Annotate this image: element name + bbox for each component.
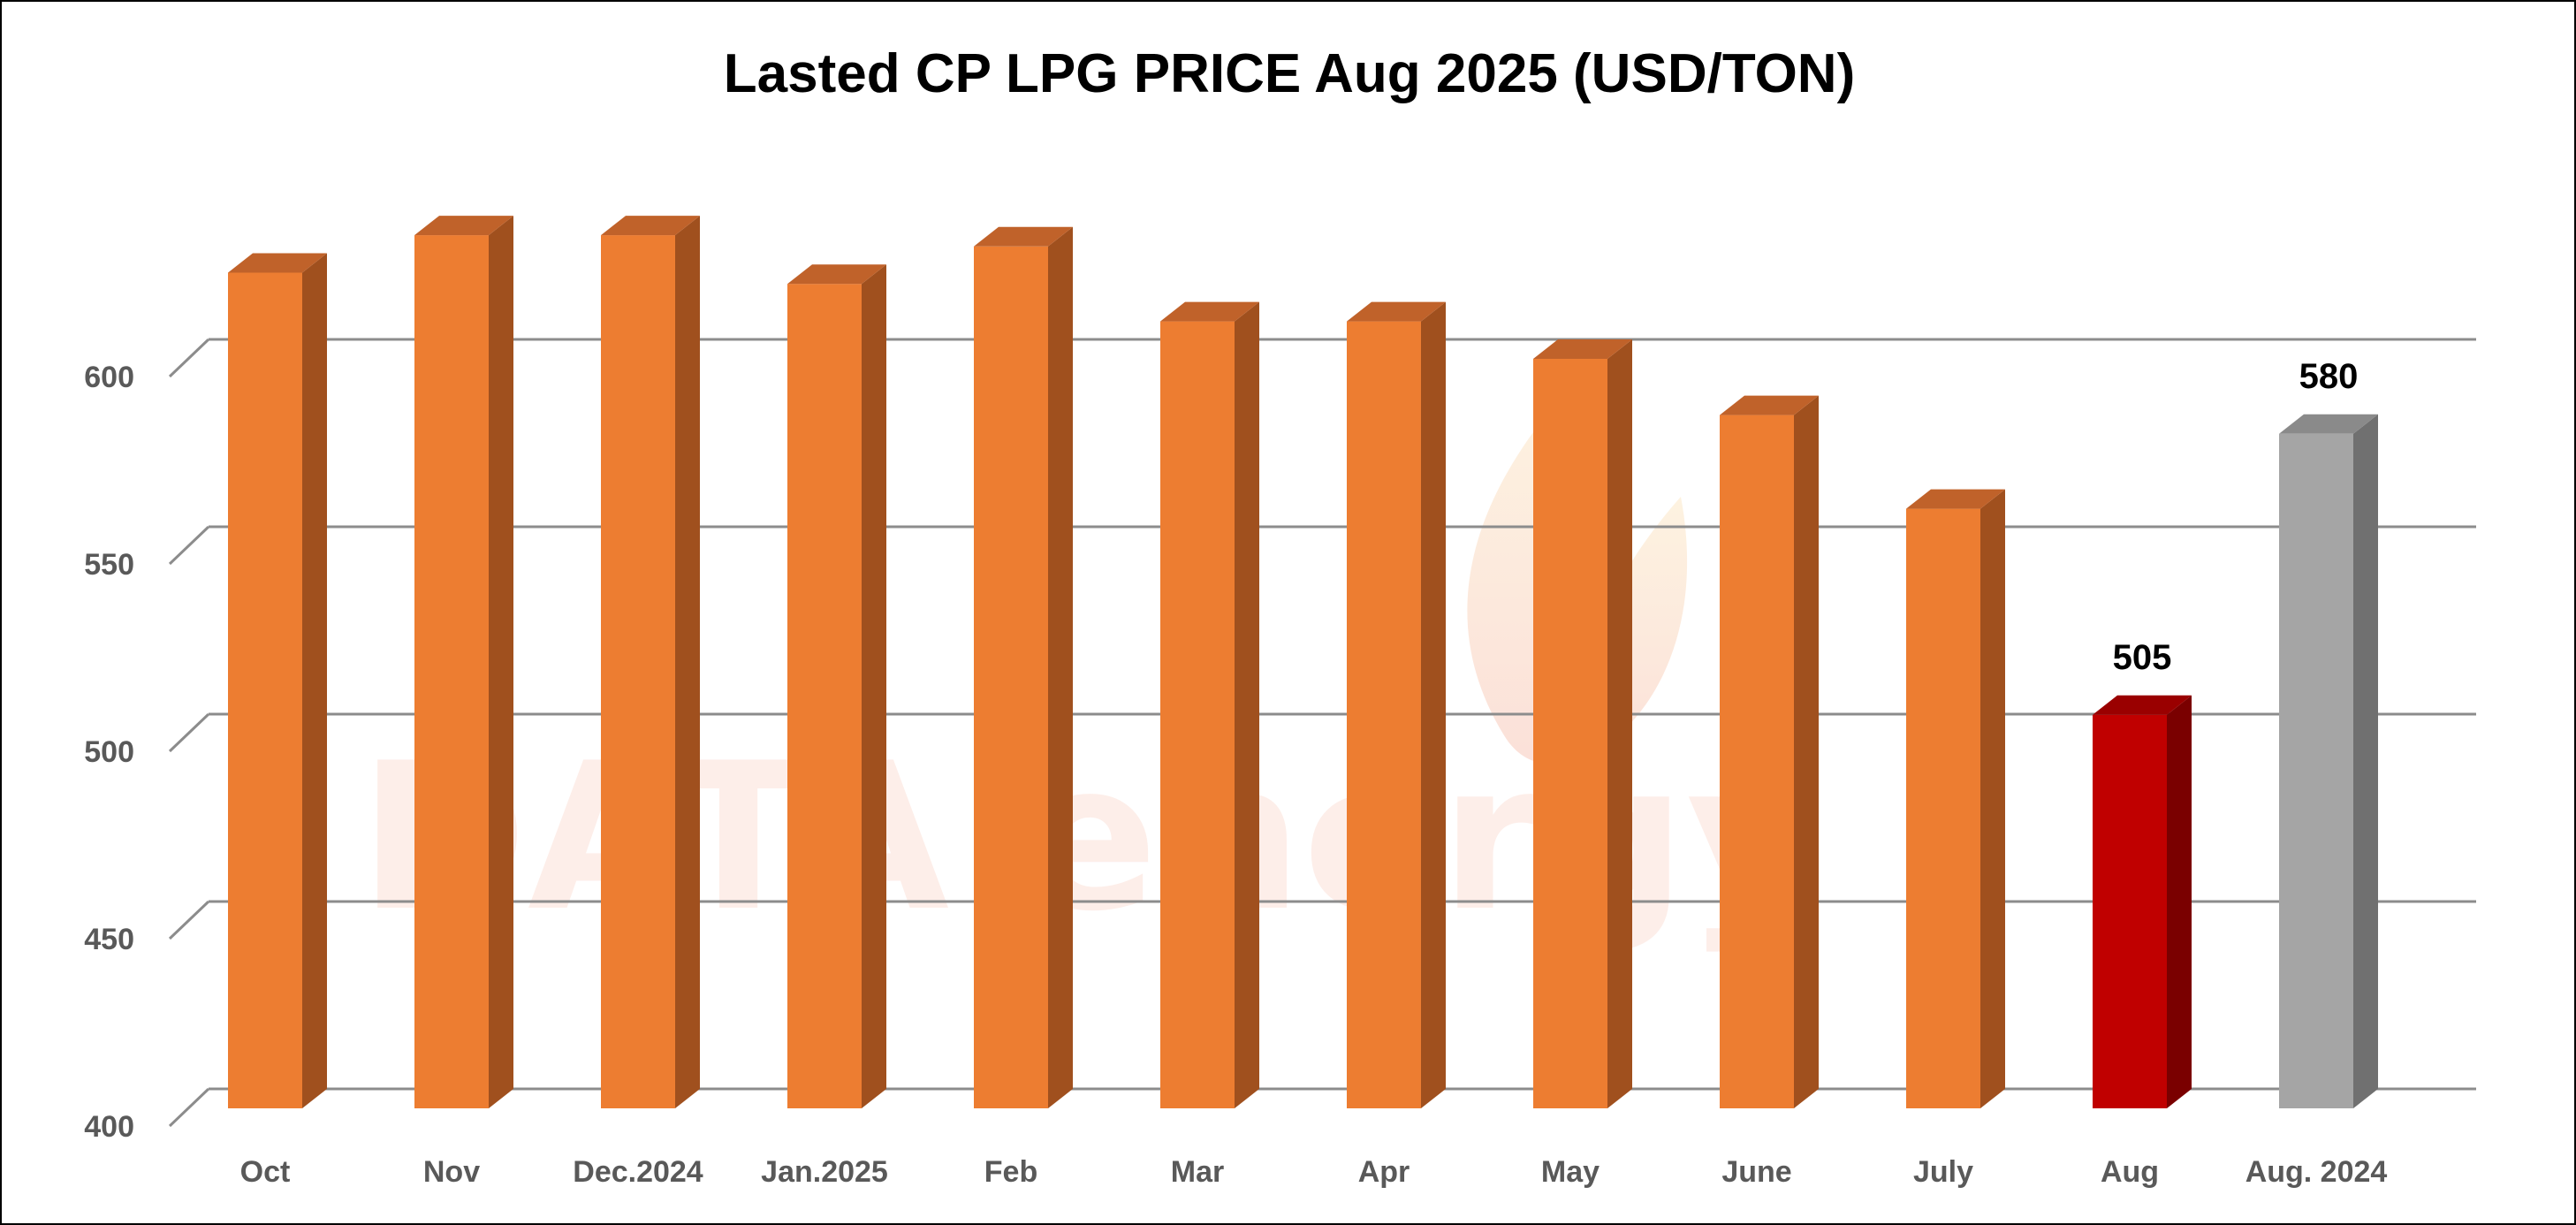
bar-side-face <box>302 253 327 1109</box>
x-tick-label: Aug. 2024 <box>2245 1155 2388 1189</box>
y-tick-label: 500 <box>84 735 134 769</box>
bars <box>228 216 2378 1109</box>
y-tick-label: 450 <box>84 923 134 956</box>
bar-top-face <box>1720 395 1819 415</box>
y-axis-ticks: 400 450 500 550 600 <box>84 361 134 1144</box>
bar-top-face <box>414 216 513 236</box>
x-tick-label: Nov <box>423 1155 480 1189</box>
bar-front-face <box>1720 415 1794 1109</box>
bar-top-face <box>974 226 1073 247</box>
gridline-diag-400 <box>168 1087 210 1128</box>
bar-Nov <box>414 216 513 1109</box>
bar-Aug. 2024 <box>2279 414 2378 1108</box>
chart-title: Lasted CP LPG PRICE Aug 2025 (USD/TON) <box>724 43 1855 104</box>
x-tick-label: Oct <box>240 1155 291 1189</box>
bar-top-face <box>1906 489 2005 509</box>
y-tick-label: 400 <box>84 1110 134 1144</box>
x-tick-label: Jan.2025 <box>761 1155 888 1189</box>
bar-Feb <box>974 226 1073 1108</box>
data-labels: 505 580 <box>2113 357 2359 677</box>
x-tick-label: Feb <box>984 1155 1037 1189</box>
bar-side-face <box>2353 414 2378 1108</box>
bar-front-face <box>1160 321 1235 1109</box>
bar-top-face <box>1347 301 1446 322</box>
bar-side-face <box>489 216 513 1108</box>
data-label: 580 <box>2299 357 2359 396</box>
x-tick-label: Dec.2024 <box>573 1155 703 1189</box>
bar-top-face <box>2093 695 2192 715</box>
bar-Dec.2024 <box>601 216 700 1109</box>
gridline-diag-600 <box>168 338 210 378</box>
bar-side-face <box>1048 226 1073 1108</box>
bar-side-face <box>675 216 700 1108</box>
x-axis-labels: Oct Nov Dec.2024 Jan.2025 Feb Mar Apr May June Ju… <box>240 1155 2388 1189</box>
x-tick-label: Mar <box>1171 1155 1224 1189</box>
x-tick-label: May <box>1541 1155 1600 1189</box>
y-tick-label: 550 <box>84 548 134 582</box>
bar-front-face <box>974 246 1048 1108</box>
bar-Mar <box>1160 301 1259 1109</box>
bar-Jan.2025 <box>787 264 886 1108</box>
bar-side-face <box>1794 395 1819 1109</box>
bar-front-face <box>601 235 675 1109</box>
bar-side-face <box>1421 301 1446 1109</box>
x-tick-label: Apr <box>1358 1155 1410 1189</box>
bar-front-face <box>228 272 302 1109</box>
bar-side-face <box>1607 339 1632 1108</box>
bar-Aug <box>2093 695 2192 1108</box>
gridline-diag-550 <box>168 525 210 566</box>
bar-front-face <box>787 284 862 1108</box>
x-tick-label: July <box>1913 1155 1973 1189</box>
bar-side-face <box>1235 301 1259 1109</box>
bar-top-face <box>228 253 327 273</box>
bar-front-face <box>1906 508 1980 1108</box>
y-tick-label: 600 <box>84 361 134 394</box>
bar-Apr <box>1347 301 1446 1109</box>
bar-side-face <box>862 264 886 1108</box>
bar-front-face <box>2093 714 2167 1108</box>
bar-top-face <box>787 264 886 285</box>
bar-front-face <box>1533 359 1607 1108</box>
gridline-diag-500 <box>168 712 210 753</box>
bar-front-face <box>414 235 489 1109</box>
bar-front-face <box>2279 433 2353 1108</box>
bar-top-face <box>601 216 700 236</box>
data-label: 505 <box>2113 638 2172 677</box>
gridline-diag-450 <box>168 900 210 940</box>
bar-top-face <box>1533 339 1632 359</box>
bar-side-face <box>2167 695 2192 1108</box>
bar-front-face <box>1347 321 1421 1109</box>
bar-side-face <box>1980 489 2005 1108</box>
bar-top-face <box>1160 301 1259 322</box>
bar-June <box>1720 395 1819 1109</box>
x-tick-label: June <box>1721 1155 1791 1189</box>
bar-Oct <box>228 253 327 1109</box>
bar-July <box>1906 489 2005 1108</box>
x-tick-label: Aug <box>2101 1155 2159 1189</box>
bar-top-face <box>2279 414 2378 434</box>
bar-May <box>1533 339 1632 1108</box>
